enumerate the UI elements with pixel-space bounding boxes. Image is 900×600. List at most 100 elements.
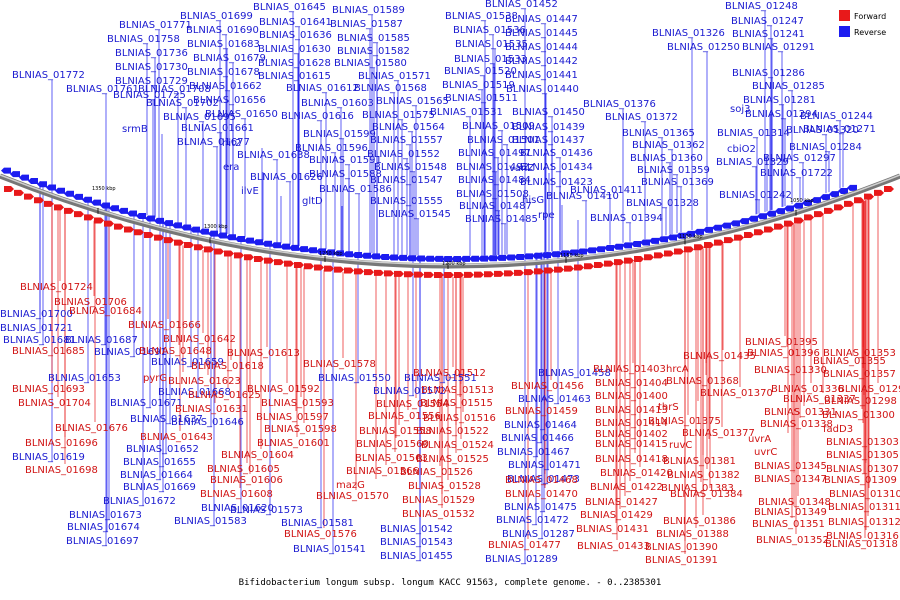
gene-label: BLNIAS_01661 [181,123,254,134]
gene-label: BLNIAS_01508 [456,189,529,200]
reverse-gene-arrow [631,240,641,247]
gene-label: BLNIAS_01471 [508,460,581,471]
gene-label: BLNIAS_01581 [281,518,354,529]
reverse-gene-arrow [397,254,407,261]
gene-label: BLNIAS_01466 [501,433,574,444]
reverse-gene-arrow [550,251,560,258]
reverse-gene-arrow [685,230,695,237]
reverse-gene-arrow [559,250,569,257]
gene-label: BLNIAS_01487 [459,201,532,212]
forward-gene-arrow [424,271,434,278]
gene-label: BLNIAS_01684 [69,306,142,317]
reverse-gene-arrow [325,249,335,256]
reverse-gene-arrow [28,177,38,184]
reverse-gene-arrow [91,199,101,206]
forward-gene-arrow [414,271,424,278]
gene-label: BLNIAS_01445 [505,28,578,39]
gene-label: BLNIAS_01390 [645,542,718,553]
gene-label: BLNIAS_01369 [641,177,714,188]
gene-label: BLNIAS_01547 [370,175,443,186]
gene-label: BLNIAS_01558 [359,426,432,437]
gene-label: BLNIAS_01687 [65,335,138,346]
gene-label: BLNIAS_01331 [764,407,837,418]
gene-label: BLNIAS_01271 [803,124,876,135]
reverse-gene-arrow [379,253,389,260]
gene-label: BLNIAS_01396 [747,348,820,359]
reverse-gene-arrow [523,253,533,260]
forward-gene-arrow [684,246,694,253]
forward-gene-arrow [224,250,234,257]
reverse-gene-arrow [190,226,200,233]
gene-label: srmB [122,124,148,135]
gene-label: BLNIAS_01297 [763,153,836,164]
gene-label: BLNIAS_01314 [717,128,790,139]
gene-label: BLNIAS_01557 [370,135,443,146]
forward-gene-arrow [174,239,184,246]
gene-label: BLNIAS_01636 [259,30,332,41]
gene-label: BLNIAS_01244 [800,111,873,122]
gene-label: BLNIAS_01612 [286,83,359,94]
gene-label: BLNIAS_01706 [54,297,127,308]
gene-label: BLNIAS_01516 [423,413,496,424]
gene-label: BLNIAS_01285 [752,81,825,92]
gene-label: BLNIAS_01485 [465,214,538,225]
backbone-arc [0,173,900,269]
reverse-gene-arrow [847,184,857,191]
gene-label: BLNIAS_01442 [505,56,578,67]
gene-label: BLNIAS_01281 [743,95,816,106]
gene-label: BLNIAS_01422 [590,482,663,493]
gene-label: BLNIAS_01473 [507,474,580,485]
forward-gene-arrow [134,229,144,236]
legend-reverse-label: Reverse [854,28,886,37]
reverse-gene-arrow [811,197,821,204]
gene-label: BLNIAS_01512 [413,368,486,379]
forward-gene-arrow [774,223,784,230]
reverse-gene-arrow [64,190,74,197]
forward-gene-arrow [534,268,544,275]
gene-label: BLNIAS_01242 [719,190,792,201]
gene-label: BLNIAS_01666 [128,320,201,331]
reverse-gene-arrow [694,228,704,235]
forward-gene-arrow [94,217,104,224]
forward-gene-arrow [854,197,864,204]
forward-gene-arrow [864,193,874,200]
reverse-gene-arrow [343,251,353,258]
gene-label: BLNIAS_01348 [758,497,831,508]
gene-label: BLNIAS_01250 [667,42,740,53]
gene-label: ilvE [241,186,259,197]
gene-label: BLNIAS_01433 [577,541,650,552]
forward-gene-arrow [574,264,584,271]
gene-label: BLNIAS_01605 [207,464,280,475]
gene-label: BLNIAS_01394 [590,213,663,224]
reverse-gene-arrow [775,208,785,215]
gene-label: BLNIAS_01309 [824,475,897,486]
gene-label: BLNIAS_01336 [771,384,844,395]
reverse-gene-arrow [739,218,749,225]
gene-label: BLNIAS_01589 [332,5,405,16]
gene-label: BLNIAS_01320 [786,125,859,136]
gene-label: BLNIAS_01563 [355,453,428,464]
gene-label: BLNIAS_01444 [505,42,578,53]
forward-gene-arrow [274,259,284,266]
gene-label: BLNIAS_01674 [67,522,140,533]
gene-label: BLNIAS_01576 [284,529,357,540]
gene-label: BLNIAS_01472 [496,515,569,526]
forward-gene-arrow [654,252,664,259]
gene-label: BLNIAS_01439 [512,122,585,133]
kbp-tick-label: 1250 kbp [319,251,343,257]
gene-label: soj3 [730,104,750,115]
gene-label: BLNIAS_01470 [505,489,578,500]
forward-gene-arrow [344,267,354,274]
gene-label: BLNIAS_01403 [593,364,666,375]
gene-label: BLNIAS_01725 [113,90,186,101]
gene-label: BLNIAS_01524 [421,440,494,451]
gene-label: BLNIAS_01643 [140,432,213,443]
forward-gene-arrow [554,266,564,273]
reverse-gene-arrow [586,247,596,254]
gene-label: BLNIAS_01683 [187,39,260,50]
reverse-gene-arrow [469,255,479,262]
gene-label: BLNIAS_01525 [416,454,489,465]
gene-label: BLNIAS_01484 [458,175,531,186]
forward-gene-arrow [524,269,534,276]
gene-label: BLNIAS_01477 [488,540,561,551]
